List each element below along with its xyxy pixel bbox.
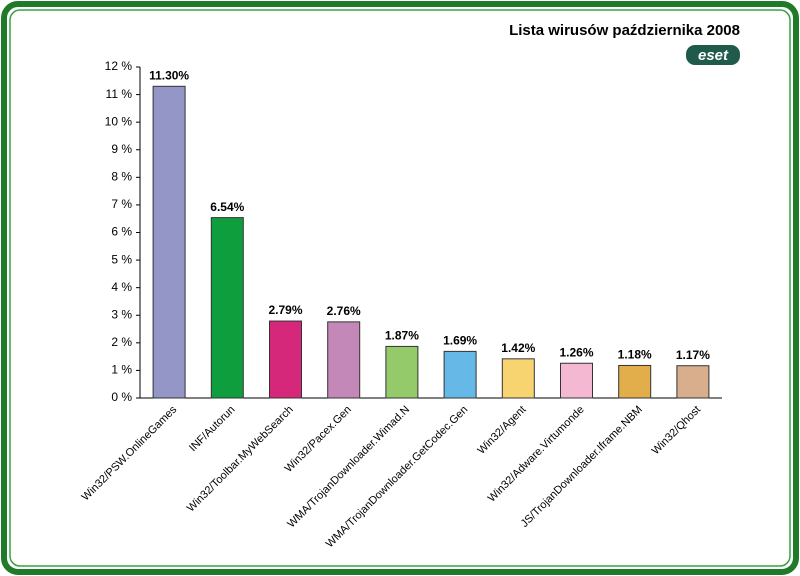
value-label: 2.79% xyxy=(268,303,302,317)
y-tick-label: 6 % xyxy=(111,225,132,239)
bar xyxy=(618,364,652,399)
y-tick-label: 12 % xyxy=(105,59,133,73)
y-tick-label: 5 % xyxy=(111,252,132,266)
value-label: 11.30% xyxy=(149,68,189,82)
chart-title: Lista wirusów października 2008 xyxy=(509,22,740,39)
bar xyxy=(501,358,535,399)
y-tick-label: 2 % xyxy=(111,335,132,349)
y-tick-label: 0 % xyxy=(111,390,132,404)
y-tick-label: 10 % xyxy=(105,114,133,128)
y-tick-label: 9 % xyxy=(111,142,132,156)
y-tick-label: 4 % xyxy=(111,280,132,294)
bar xyxy=(385,345,419,399)
value-label: 6.54% xyxy=(210,200,244,214)
bar xyxy=(443,350,477,399)
logo-badge xyxy=(686,45,740,65)
bar xyxy=(560,362,593,399)
value-label: 2.76% xyxy=(327,304,361,318)
frame-inner xyxy=(9,9,791,567)
value-label: 1.18% xyxy=(618,348,652,362)
y-tick-label: 1 % xyxy=(111,363,132,377)
value-label: 1.17% xyxy=(676,348,710,362)
bar xyxy=(269,320,302,399)
value-label: 1.69% xyxy=(443,334,477,348)
value-label: 1.26% xyxy=(559,345,593,359)
y-tick-label: 3 % xyxy=(111,307,132,321)
y-tick-label: 8 % xyxy=(111,170,132,184)
bar xyxy=(676,365,710,399)
y-tick-label: 7 % xyxy=(111,197,132,211)
bar xyxy=(210,217,244,399)
y-tick-label: 11 % xyxy=(106,87,133,101)
value-label: 1.42% xyxy=(501,341,535,355)
bar xyxy=(327,321,361,399)
bar xyxy=(152,85,186,399)
value-label: 1.87% xyxy=(385,329,419,343)
logo: eset xyxy=(698,47,729,64)
